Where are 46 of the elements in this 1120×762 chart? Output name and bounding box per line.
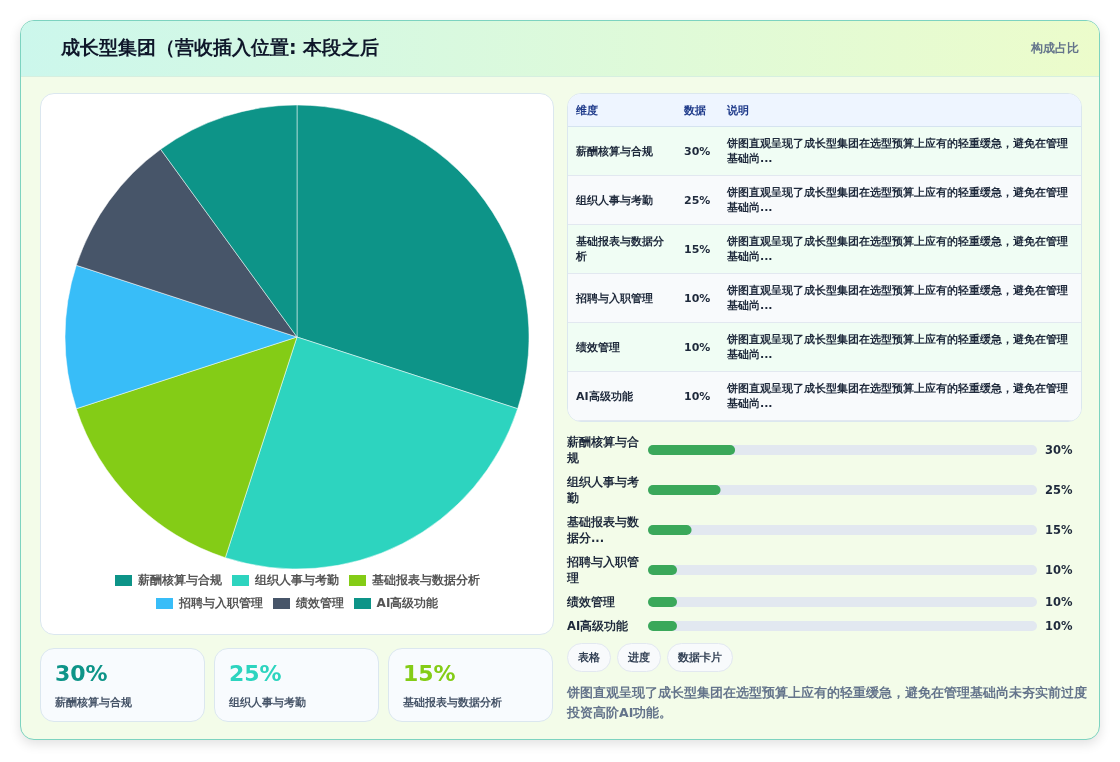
legend-label: 基础报表与数据分析: [371, 572, 480, 589]
text: 15%: [684, 242, 711, 256]
data-label: 10%: [1045, 563, 1073, 577]
y-tick-label: 薪酬核算与合规: [567, 434, 640, 466]
text: 饼图直观呈现了成长型集团在选型预算上应有的轻重缓急，避免在管理基础尚...: [719, 371, 1081, 421]
text: 30%: [684, 144, 711, 158]
text: 成长型集团（营收插入位置: 本段之后: [61, 35, 380, 60]
text: 饼图直观呈现了成长型集团在选型预算上应有的轻重缓急，避免在管理基础尚...: [719, 224, 1081, 274]
text: 25%: [684, 193, 711, 207]
text: 饼图直观呈现了成长型集团在选型预算上应有的轻重缓急，避免在管理基础尚...: [719, 322, 1081, 372]
y-tick-label: 组织人事与考勤: [567, 474, 640, 506]
text: 10%: [684, 291, 711, 305]
y-tick-label: 绩效管理: [567, 594, 616, 610]
category-label: 组织人事与考勤: [229, 695, 306, 710]
legend-label: 招聘与入职管理: [178, 595, 263, 612]
text: 饼图直观呈现了成长型集团在选型预算上应有的轻重缓急，避免在管理基础尚...: [719, 126, 1081, 176]
category-label: 基础报表与数据分析: [403, 695, 502, 710]
text: 表格: [567, 643, 611, 672]
text: 饼图直观呈现了成长型集团在选型预算上应有的轻重缓急，避免在管理基础尚...: [719, 175, 1081, 225]
data-label: 25%: [1045, 483, 1073, 497]
data-label: 15%: [1045, 523, 1073, 537]
text: 进度: [617, 643, 661, 672]
legend-label: 组织人事与考勤: [254, 572, 339, 589]
text: 30%: [55, 661, 108, 686]
y-tick-label: 基础报表与数据分...: [567, 514, 640, 546]
data-label: 10%: [1045, 619, 1073, 633]
y-tick-label: AI高级功能: [567, 618, 630, 634]
text: 饼图直观呈现了成长型集团在选型预算上应有的轻重缓急，避免在管理基础尚未夯实前过度投资高阶AI功能。: [567, 684, 1087, 722]
text: 25%: [229, 661, 282, 686]
legend-label: 薪酬核算与合规: [137, 572, 222, 589]
legend-label: AI高级功能: [376, 595, 439, 612]
text: 10%: [684, 389, 711, 403]
legend-label: 绩效管理: [295, 595, 344, 612]
category-label: 薪酬核算与合规: [55, 695, 132, 710]
text: 数据卡片: [667, 643, 733, 672]
text: 说明: [719, 94, 1081, 127]
text: 10%: [684, 340, 711, 354]
text: 数据: [676, 94, 719, 127]
category-label: 基础报表与数据分析: [568, 224, 676, 274]
text: 构成占比: [1031, 40, 1079, 57]
data-label: 30%: [1045, 443, 1073, 457]
text: 饼图直观呈现了成长型集团在选型预算上应有的轻重缓急，避免在管理基础尚...: [719, 273, 1081, 323]
data-label: 10%: [1045, 595, 1073, 609]
y-tick-label: 招聘与入职管理: [567, 554, 640, 586]
text: 维度: [568, 94, 676, 127]
text: 15%: [403, 661, 456, 686]
